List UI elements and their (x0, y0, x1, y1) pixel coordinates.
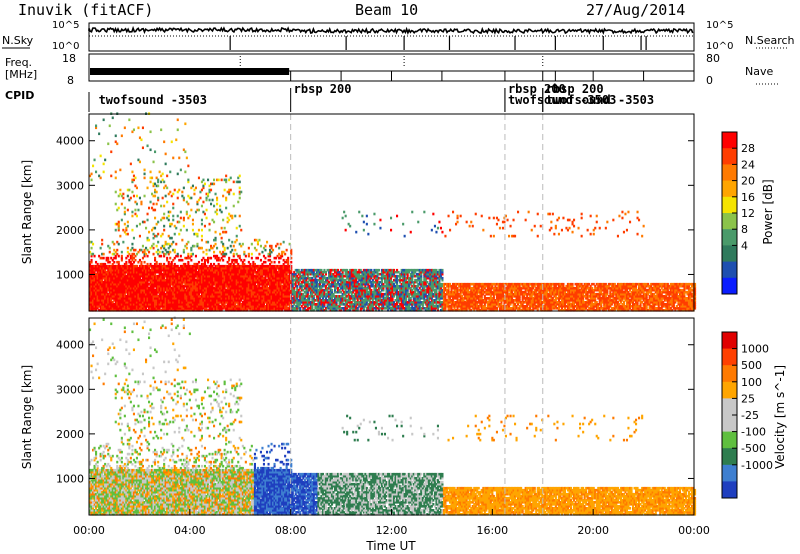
nave-tick-top: 80 (706, 52, 720, 65)
x-tick-label-6: 00:00 (678, 524, 710, 537)
power-colorbar: 28 24 20 16 12 8 4 (721, 131, 755, 295)
velocity-cbar-label-2: 100 (741, 376, 762, 389)
nsearch-tick-top: 10^5 (706, 20, 733, 31)
power-cbar-swatch-7 (722, 245, 737, 263)
nsky-label: N.Sky (2, 34, 34, 47)
station-title: Inuvik (fitACF) (18, 1, 153, 19)
date-title: 27/Aug/2014 (586, 1, 685, 19)
x-tick-label-3: 12:00 (376, 524, 408, 537)
power-cbar-label-2: 20 (741, 175, 755, 188)
velocity-cbar-label-4: -25 (741, 409, 759, 422)
velocity-heatmap (88, 316, 697, 516)
power-cbar-swatch-5 (722, 213, 737, 230)
velocity-cbar-swatch-3 (722, 381, 737, 399)
cpid-segment-label-4: twofsound -3503 (508, 93, 616, 107)
velocity-cells (89, 316, 697, 516)
nsearch-label: N.Search (745, 34, 795, 47)
power-cbar-swatch-8 (722, 261, 737, 279)
cpid-segment-label-2: rbsp 200 (508, 82, 566, 96)
velocity-cbar-swatch-4 (722, 398, 737, 416)
power-cbar-label-3: 16 (741, 191, 755, 204)
power-cbar-swatch-3 (722, 180, 737, 198)
velocity-cbar-label-0: 1000 (741, 343, 769, 356)
power-cbar-label-4: 12 (741, 207, 755, 220)
power-heatmap (88, 112, 697, 312)
power-frame-top (88, 113, 695, 312)
x-tick-label-5: 20:00 (577, 524, 609, 537)
power-ytick-label-1: 3000 (56, 179, 84, 192)
velocity-ytick-label-1: 3000 (56, 383, 84, 396)
velocity-cbar-label-5: -100 (741, 426, 766, 439)
freq-trace (90, 56, 694, 81)
nsky-line (88, 25, 694, 36)
velocity-cbar-swatch-5 (722, 415, 737, 433)
power-cbar-label-0: 28 (741, 142, 755, 155)
x-tick-label-4: 16:00 (476, 524, 508, 537)
velocity-cbar-label-6: -500 (741, 442, 766, 455)
freq-tick-top: 18 (62, 52, 76, 65)
cpid-label: CPID (5, 89, 34, 102)
x-tick-label-1: 04:00 (174, 524, 206, 537)
nave-tick-bottom: 0 (706, 74, 713, 87)
power-cells (89, 112, 697, 312)
velocity-x-ticks: 00:00 04:00 08:00 12:00 16:00 20:00 00:00 (73, 509, 710, 537)
cpid-segment-label-0: twofsound -3503 (99, 93, 207, 107)
power-ytick-label-2: 2000 (56, 224, 84, 237)
velocity-ytick-label-3: 1000 (56, 472, 84, 485)
nsky-trace (88, 25, 694, 50)
velocity-y-ticks: 4000 3000 2000 1000 (56, 339, 694, 485)
freq-dense-block (90, 68, 290, 75)
x-tick-label-2: 08:00 (275, 524, 307, 537)
cpid-segment-label-3: rbsp 200 (546, 82, 604, 96)
velocity-cbar-swatch-1 (722, 348, 737, 366)
x-axis-label: Time UT (365, 539, 416, 553)
freq-label: Freq. (5, 56, 32, 69)
power-cbar-swatch-2 (722, 164, 737, 182)
cpid-segment-label-5: twofsound -3503 (546, 93, 654, 107)
velocity-colorbar-label: Velocity [m s^-1] (773, 365, 787, 469)
velocity-cbar-swatch-2 (722, 365, 737, 383)
freq-tick-bottom: 8 (67, 74, 74, 87)
nsky-tick-bottom: 10^0 (52, 41, 79, 52)
velocity-ytick-label-2: 2000 (56, 428, 84, 441)
power-cbar-label-1: 24 (741, 158, 755, 171)
power-cbar-swatch-9 (722, 277, 737, 295)
power-cbar-label-6: 4 (741, 239, 748, 252)
nsky-tick-top: 10^5 (52, 20, 79, 31)
velocity-cbar-label-3: 25 (741, 392, 755, 405)
velocity-colorbar: 1000 500 100 25 -25 -100 -500 -1000 (721, 331, 773, 499)
cpid-segment-label-1: rbsp 200 (294, 82, 352, 96)
power-cbar-swatch-1 (722, 148, 737, 165)
power-y-axis-label: Slant Range [km] (20, 160, 34, 264)
nsky-strip-frame (88, 22, 695, 52)
power-ytick-label-3: 1000 (56, 268, 84, 281)
power-colorbar-label: Power [dB] (761, 179, 775, 244)
velocity-cbar-swatch-7 (722, 448, 737, 466)
velocity-cbar-label-1: 500 (741, 359, 762, 372)
beam-title: Beam 10 (355, 1, 418, 19)
power-cbar-swatch-6 (722, 229, 737, 246)
freq-unit: [MHz] (5, 68, 37, 81)
velocity-cbar-label-7: -1000 (741, 459, 773, 472)
power-cbar-swatch-4 (722, 196, 737, 214)
x-tick-label-0: 00:00 (73, 524, 105, 537)
velocity-cbar-swatch-6 (722, 431, 737, 449)
velocity-ytick-label-0: 4000 (56, 339, 84, 352)
power-ytick-label-0: 4000 (56, 135, 84, 148)
power-y-ticks: 4000 3000 2000 1000 (56, 135, 694, 281)
nave-label: Nave (745, 65, 773, 78)
velocity-cbar-swatch-0 (722, 332, 737, 350)
power-cbar-label-5: 8 (741, 223, 748, 236)
velocity-cbar-swatch-9 (722, 481, 737, 499)
velocity-cbar-swatch-8 (722, 464, 737, 482)
nsearch-tick-bottom: 10^0 (706, 41, 733, 52)
power-cbar-swatch-0 (722, 132, 737, 149)
velocity-y-axis-label: Slant Range [km] (20, 365, 34, 469)
